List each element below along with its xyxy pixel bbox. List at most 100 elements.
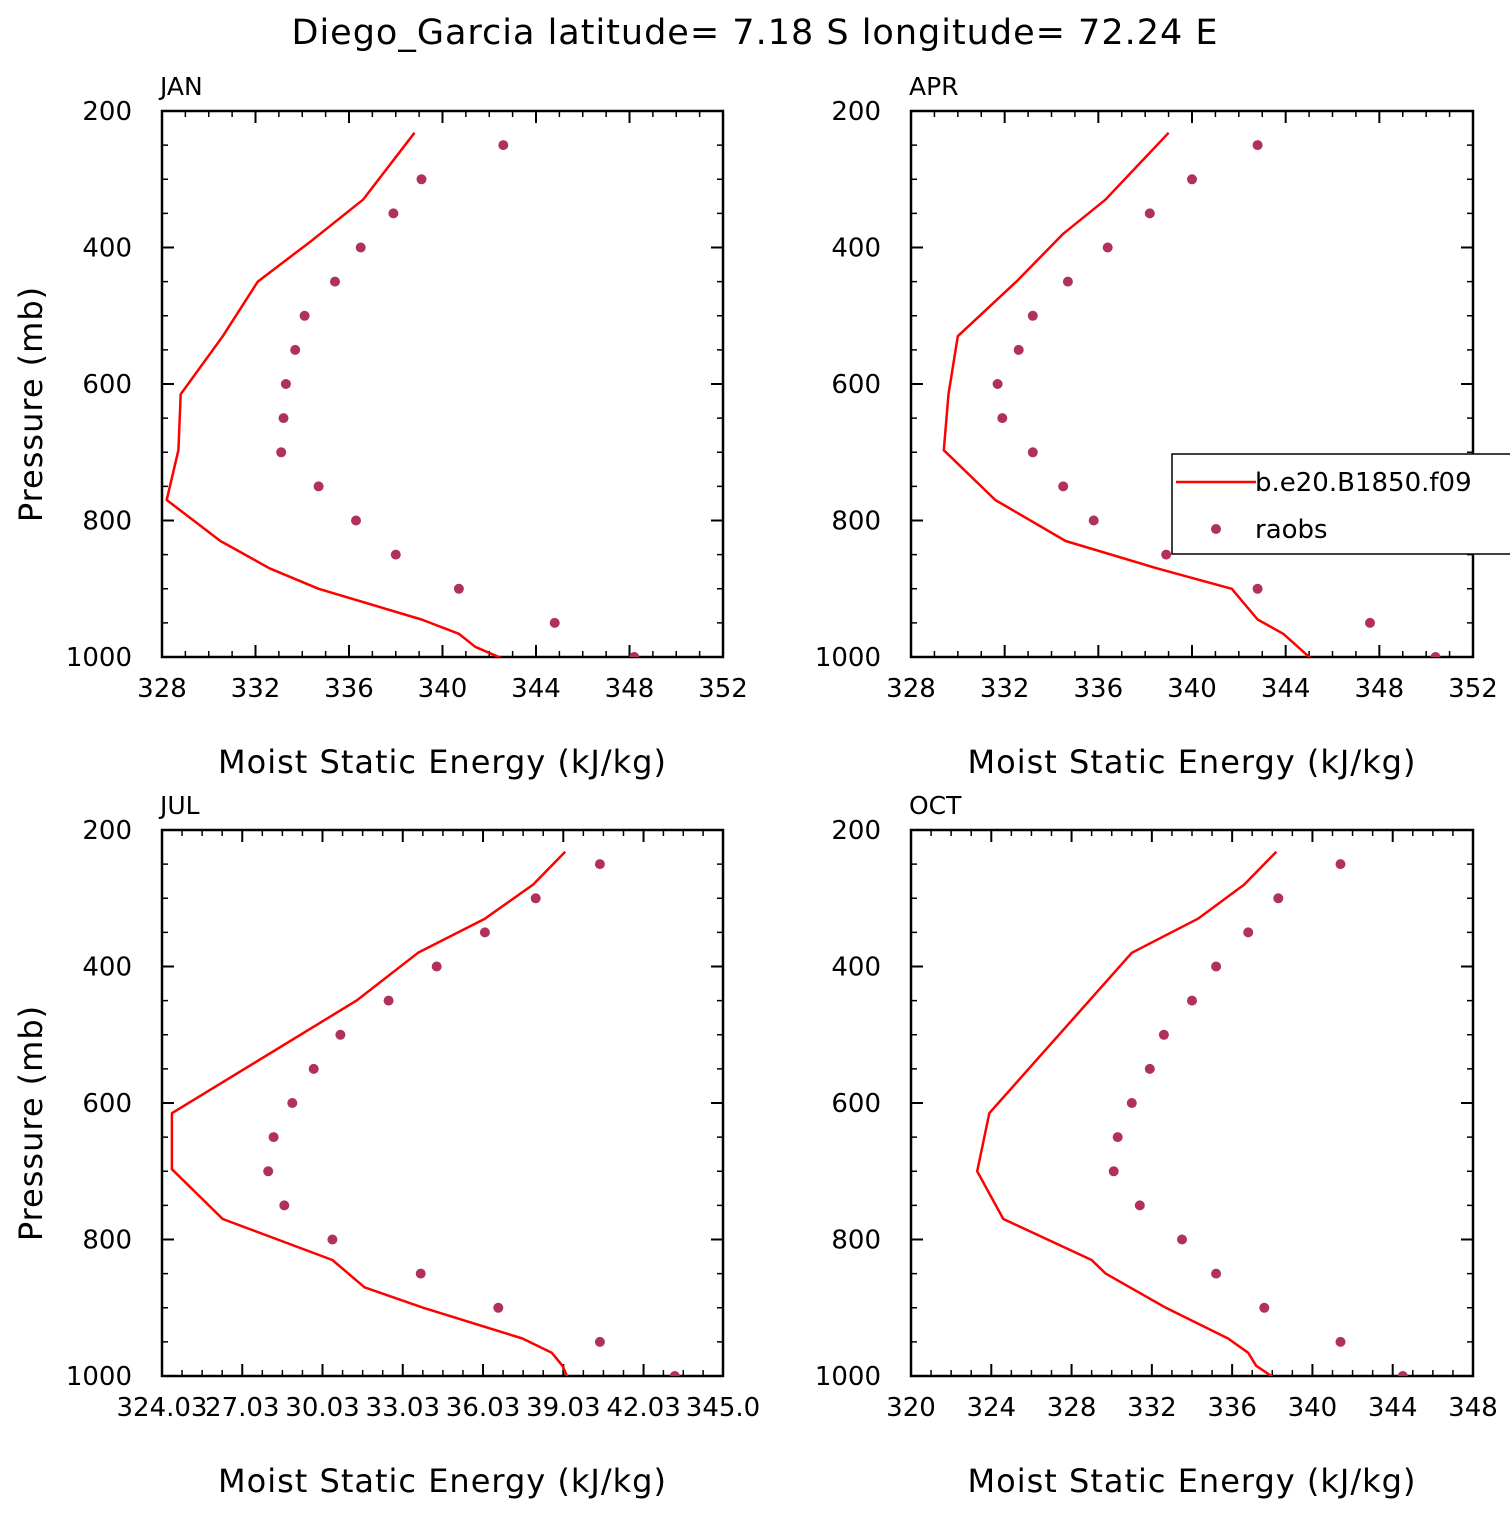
obs-point [280, 379, 291, 389]
y-tick-label: 1000 [815, 1362, 881, 1392]
x-tick-label: 344 [1368, 1393, 1418, 1423]
x-axis-title: Moist Static Energy (kJ/kg) [968, 1462, 1417, 1500]
plot-area [942, 131, 1441, 657]
obs-point [308, 1063, 319, 1074]
obs-point [1158, 1029, 1169, 1040]
plot-frame [909, 828, 1475, 1378]
plot-frame [160, 828, 725, 1378]
legend: b.e20.B1850.f09 raobs [1171, 453, 1510, 555]
model-line [975, 850, 1278, 1376]
x-tick-label: 336 [1074, 674, 1124, 704]
y-tick-label: 600 [831, 370, 881, 400]
obs-point [1243, 927, 1254, 938]
panel-label: JUL [158, 791, 200, 820]
plot-area [975, 850, 1408, 1376]
y-tick-label: 1000 [815, 643, 881, 673]
y-tick-label: 1000 [66, 1362, 132, 1392]
obs-point [355, 242, 366, 253]
y-tick-label: 600 [82, 370, 132, 400]
x-tick-label: 30.03 [285, 1393, 359, 1423]
x-tick-label: 27.03 [205, 1393, 279, 1423]
obs-point [276, 447, 287, 458]
obs-point [278, 413, 289, 424]
obs-point [1027, 447, 1038, 458]
x-axis-title: Moist Static Energy (kJ/kg) [218, 1462, 667, 1500]
obs-point [1335, 1336, 1346, 1347]
obs-point [268, 1132, 279, 1143]
obs-point [1397, 1371, 1408, 1376]
obs-point [1252, 140, 1263, 151]
x-tick-label: 324.03 [117, 1393, 208, 1423]
x-tick-label: 352 [698, 674, 748, 704]
x-tick-label: 348 [605, 674, 655, 704]
obs-point [1144, 208, 1155, 219]
y-tick-label: 400 [831, 234, 881, 264]
obs-point [416, 174, 427, 185]
obs-point [1430, 652, 1441, 657]
obs-point [1134, 1200, 1145, 1211]
obs-point [992, 379, 1003, 389]
x-tick-label: 328 [1047, 1393, 1097, 1423]
y-tick-label: 600 [82, 1089, 132, 1119]
obs-point [1058, 481, 1069, 492]
x-tick-label: 328 [886, 674, 936, 704]
obs-point [498, 140, 509, 151]
obs-point [1112, 1132, 1123, 1143]
obs-point [383, 995, 394, 1006]
y-tick-label: 800 [831, 507, 881, 537]
obs-point [1013, 344, 1024, 355]
model-line [165, 132, 502, 657]
chart-title: Diego_Garcia latitude= 7.18 S longitude=… [292, 13, 1219, 53]
panel-apr: APR 328 332 336 340 344 348 352 200 400 600 800 1000… [815, 72, 1498, 781]
obs-point [263, 1166, 274, 1177]
obs-point [1335, 859, 1346, 870]
obs-point [1144, 1063, 1155, 1074]
obs-point [1365, 617, 1375, 628]
x-tick-label: 345.0 [686, 1393, 760, 1423]
obs-point [299, 310, 310, 321]
plot-area [165, 132, 640, 657]
obs-point [1161, 549, 1172, 560]
x-tick-label: 33.03 [366, 1393, 440, 1423]
y-tick-label: 800 [831, 1226, 881, 1256]
obs-point [549, 617, 560, 628]
obs-point [330, 276, 340, 287]
panel-jan: JAN 328 332 336 340 344 348 352 200 400 600 800 1000… [12, 72, 748, 781]
obs-point [290, 344, 301, 355]
panel-label: APR [909, 72, 959, 101]
x-tick-label: 348 [1448, 1393, 1498, 1423]
obs-point [493, 1302, 504, 1313]
obs-point [1177, 1234, 1187, 1245]
obs-point [335, 1029, 346, 1040]
x-tick-label: 348 [1355, 674, 1405, 704]
x-tick-label: 324 [966, 1393, 1016, 1423]
y-axis-title: Pressure (mb) [12, 286, 50, 522]
obs-point [1126, 1098, 1137, 1108]
obs-point [431, 961, 442, 972]
plot-frame [160, 109, 725, 659]
obs-point [1027, 310, 1038, 321]
panel-label: OCT [909, 791, 962, 820]
model-line [170, 850, 569, 1376]
panel-oct: OCT 320 324 328 332 336 340 344 348 200 400 600 800 1… [815, 791, 1498, 1500]
x-axis-title: Moist Static Energy (kJ/kg) [218, 743, 667, 781]
y-tick-label: 200 [82, 816, 132, 846]
y-tick-label: 800 [82, 507, 132, 537]
obs-point [1088, 515, 1099, 526]
obs-point [1211, 1268, 1222, 1279]
x-tick-label: 332 [1127, 1393, 1177, 1423]
x-tick-label: 336 [1207, 1393, 1257, 1423]
x-axis-title: Moist Static Energy (kJ/kg) [968, 743, 1417, 781]
obs-point [1187, 995, 1197, 1006]
obs-point [1273, 893, 1284, 904]
legend-box [1171, 453, 1510, 555]
obs-point [279, 1200, 290, 1211]
x-tick-label: 332 [231, 674, 281, 704]
x-tick-label: 340 [1288, 1393, 1338, 1423]
obs-point [327, 1234, 338, 1245]
y-tick-label: 600 [831, 1089, 881, 1119]
obs-point [453, 583, 464, 594]
